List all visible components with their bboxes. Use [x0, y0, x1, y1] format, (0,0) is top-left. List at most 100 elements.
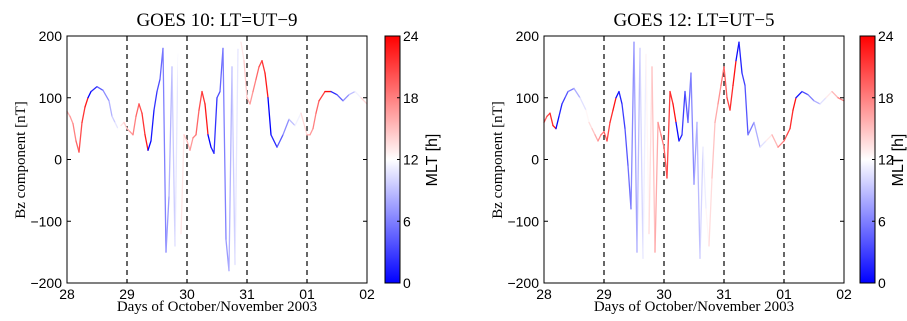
colorbar-tick-label: 0: [403, 275, 411, 291]
data-segment: [753, 121, 761, 148]
data-segment: [120, 121, 125, 127]
y-axis-label: Bz component [nT]: [13, 101, 29, 218]
data-segment: [78, 121, 83, 153]
data-segment: [123, 121, 128, 130]
data-segment: [96, 85, 104, 91]
data-segment: [555, 115, 560, 130]
data-segment: [549, 112, 554, 127]
data-segment: [633, 41, 638, 253]
data-segment: [150, 109, 155, 142]
data-segment: [606, 121, 611, 142]
colorbar-tick-label: 18: [403, 90, 419, 106]
y-tick-label: 100: [516, 90, 540, 106]
data-segment: [183, 134, 188, 142]
data-segment: [699, 146, 704, 259]
data-segment: [684, 90, 689, 124]
data-segment: [618, 90, 623, 105]
data-segment: [240, 41, 245, 62]
data-segment: [228, 66, 233, 272]
x-axis-label: Days of October/November 2003: [594, 299, 794, 315]
data-segment: [198, 90, 203, 111]
data-segment: [735, 41, 740, 62]
data-segment: [126, 127, 131, 133]
data-segment: [201, 90, 206, 105]
data-segment: [648, 66, 653, 235]
data-segment: [732, 60, 737, 87]
data-segment: [354, 90, 362, 99]
data-segment: [174, 53, 179, 247]
data-segment: [807, 94, 815, 102]
panel-goes10: GOES 10: LT=UT−9 Days of October/Novembe…: [13, 10, 441, 315]
data-segment: [597, 134, 602, 142]
data-segment: [192, 134, 197, 139]
data-segment: [792, 97, 797, 111]
data-segment: [336, 94, 344, 102]
x-tick-label: 29: [119, 286, 135, 302]
y-tick-label: 100: [39, 90, 63, 106]
data-segment: [786, 127, 791, 136]
data-segment: [195, 109, 200, 136]
data-segment: [255, 66, 260, 80]
data-segment: [189, 137, 194, 151]
data-segment: [720, 66, 725, 87]
plot-frame: [543, 35, 845, 284]
data-segment: [630, 41, 635, 210]
data-segment: [744, 84, 749, 136]
data-segment: [312, 112, 317, 130]
data-segment: [114, 121, 119, 130]
data-segment: [75, 140, 80, 153]
data-segment: [117, 124, 122, 130]
colorbar-tick-label: 18: [878, 90, 894, 106]
y-tick-label: −200: [30, 275, 62, 291]
colorbar-tick-label: 6: [403, 213, 411, 229]
data-segment: [702, 146, 707, 210]
data-segment: [288, 118, 296, 127]
data-segment: [258, 60, 263, 68]
data-segment: [696, 121, 701, 259]
data-segment: [573, 87, 581, 99]
data-segment: [729, 84, 734, 111]
y-tick-label: −100: [507, 213, 539, 229]
data-segment: [747, 121, 755, 136]
data-segment: [111, 115, 116, 124]
data-segment: [309, 127, 314, 136]
y-tick-label: 200: [39, 28, 63, 44]
x-tick-label: 02: [359, 286, 375, 302]
data-segment: [144, 134, 149, 151]
data-segment: [615, 90, 620, 99]
data-segment: [102, 89, 110, 102]
data-segment: [711, 121, 716, 179]
data-segment: [81, 106, 86, 124]
data-segment: [813, 100, 821, 105]
data-segment: [621, 103, 626, 130]
data-segment: [624, 127, 629, 167]
data-segment: [801, 90, 809, 96]
x-tick-label: 02: [836, 286, 852, 302]
data-segment: [177, 53, 182, 235]
data-segment: [759, 140, 767, 148]
data-segment: [579, 97, 587, 111]
data-segment: [564, 90, 569, 99]
chart-title: GOES 10: LT=UT−9: [136, 10, 297, 31]
data-segment: [666, 90, 671, 179]
y-tick-label: −100: [30, 213, 62, 229]
colorbar-tick-label: 24: [403, 28, 419, 44]
data-segment: [267, 97, 272, 136]
data-segment: [108, 100, 113, 117]
data-segment: [603, 131, 608, 142]
data-segment: [558, 103, 563, 117]
data-segment: [663, 146, 668, 179]
data-segment: [342, 94, 350, 102]
y-tick-label: 200: [516, 28, 540, 44]
data-segment: [243, 60, 248, 99]
colorbar-label: MLT [h]: [890, 134, 907, 187]
data-segment: [831, 90, 839, 99]
data-segment: [561, 97, 566, 105]
data-segment: [300, 112, 308, 136]
data-segment: [72, 123, 77, 142]
data-segment: [669, 90, 674, 105]
data-segment: [588, 121, 593, 130]
data-segment: [213, 97, 218, 154]
x-tick-label: 28: [59, 286, 75, 302]
data-segment: [264, 72, 269, 99]
